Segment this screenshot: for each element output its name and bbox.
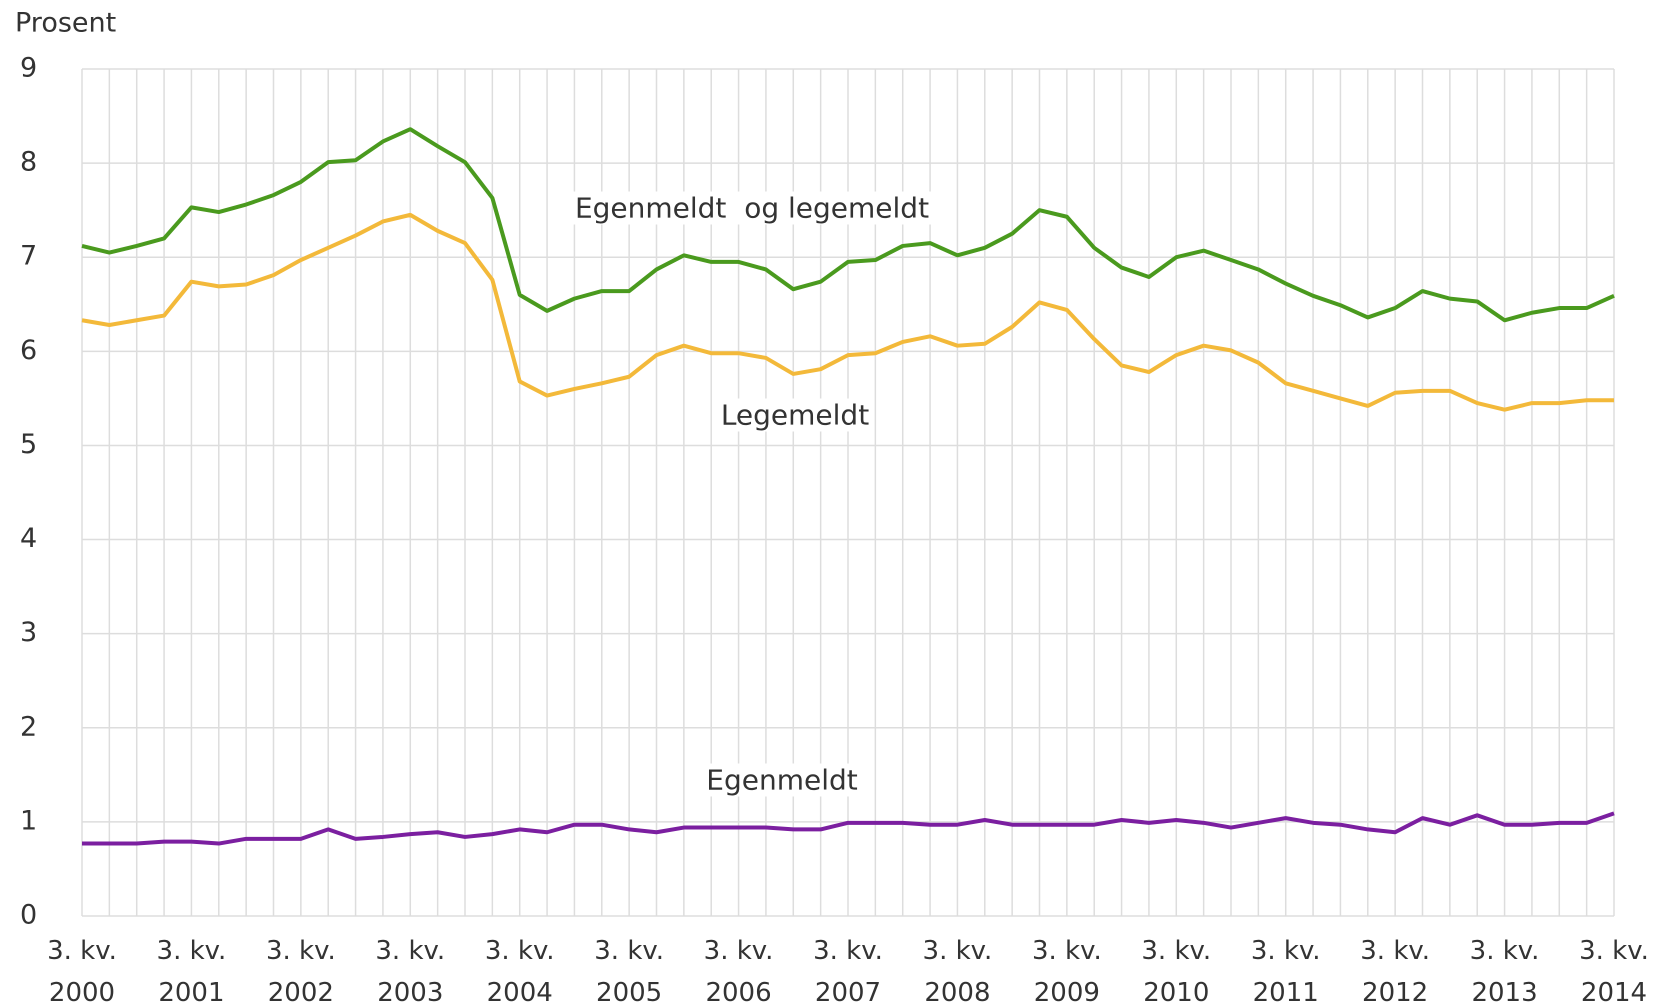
series-label: Egenmeldt: [702, 763, 862, 797]
y-tick-label: 9: [20, 53, 37, 84]
series-line: [81, 212, 1614, 412]
x-tick-label: 3. kv. 2009: [1031, 936, 1102, 1006]
x-tick-label: 3. kv. 2004: [484, 936, 555, 1006]
x-tick-label: 3. kv. 2007: [813, 936, 883, 1006]
series-label: Egenmeldt og legemeldt: [570, 191, 934, 225]
y-tick-label: 0: [20, 900, 37, 931]
x-tick-label: 3. kv. 2002: [265, 936, 336, 1006]
series-label: Legemeldt: [716, 398, 874, 432]
series-line: [81, 127, 1615, 323]
x-tick-label: 3. kv. 2013: [1469, 936, 1540, 1006]
x-tick-label: 3. kv. 2012: [1360, 936, 1431, 1006]
x-tick-label: 3. kv. 2008: [922, 936, 993, 1006]
x-tick-label: 3. kv. 2000: [47, 936, 117, 1006]
y-tick-label: 5: [20, 429, 37, 460]
x-tick-label: 3. kv. 2010: [1141, 936, 1212, 1006]
y-tick-label: 4: [20, 523, 37, 554]
series-line: [82, 811, 1615, 846]
x-tick-label: 3. kv. 2011: [1250, 936, 1321, 1006]
x-tick-label: 3. kv. 2006: [703, 936, 774, 1006]
y-tick-label: 2: [20, 711, 37, 742]
y-axis-title: Prosent: [15, 8, 116, 39]
y-tick-label: 1: [20, 805, 37, 836]
y-tick-label: 6: [20, 335, 37, 366]
x-tick-label: 3. kv. 2005: [594, 936, 665, 1006]
x-tick-label: 3. kv. 2001: [156, 936, 227, 1006]
x-tick-label: 3. kv. 2014: [1579, 936, 1649, 1006]
y-tick-label: 8: [20, 147, 37, 178]
x-tick-label: 3. kv. 2003: [375, 936, 446, 1006]
y-tick-label: 3: [20, 617, 37, 648]
y-tick-label: 7: [20, 241, 37, 272]
